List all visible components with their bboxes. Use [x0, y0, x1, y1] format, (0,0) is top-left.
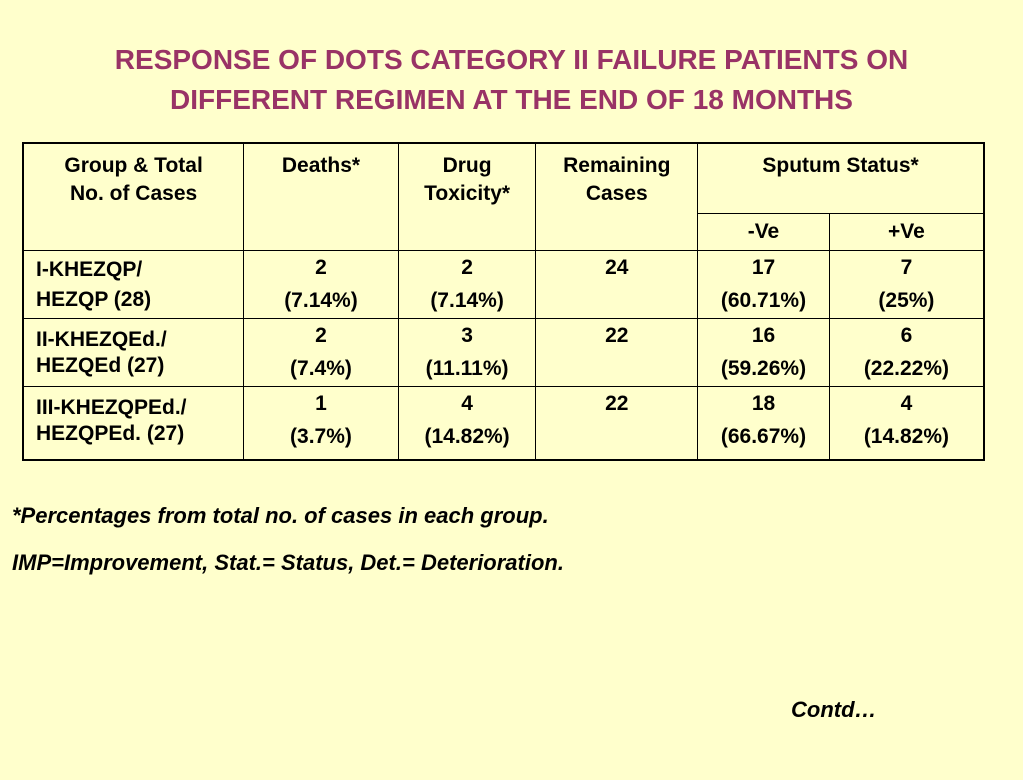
positive-cell: 6 (22.22%): [828, 317, 985, 387]
header-sputum-status: Sputum Status*: [697, 142, 985, 214]
header-remaining-cases: Remaining Cases: [535, 142, 699, 251]
toxicity-cell: 2 (7.14%): [397, 249, 537, 319]
header-negative: -Ve: [697, 212, 830, 251]
positive-cell: 4 (14.82%): [828, 385, 985, 461]
negative-cell: 16 (59.26%): [697, 317, 830, 387]
group-cell: III-KHEZQPEd./ HEZQPEd. (27): [22, 385, 245, 461]
positive-cell: 7 (25%): [828, 249, 985, 319]
header-drug-toxicity: Drug Toxicity*: [397, 142, 537, 251]
table-row: II-KHEZQEd./ HEZQEd (27) 2 (7.4%) 3 (11.…: [22, 317, 985, 387]
toxicity-cell: 4 (14.82%): [397, 385, 537, 461]
header-deaths: Deaths*: [243, 142, 399, 251]
table-row: III-KHEZQPEd./ HEZQPEd. (27) 1 (3.7%) 4 …: [22, 385, 985, 461]
deaths-cell: 2 (7.14%): [243, 249, 399, 319]
subheader-row: -Ve +Ve: [23, 212, 985, 251]
remaining-cell: 22: [535, 385, 699, 461]
group-cell: I-KHEZQP/ HEZQP (28): [22, 249, 245, 319]
deaths-cell: 1 (3.7%): [243, 385, 399, 461]
negative-cell: 18 (66.67%): [697, 385, 830, 461]
deaths-cell: 2 (7.4%): [243, 317, 399, 387]
toxicity-cell: 3 (11.11%): [397, 317, 537, 387]
header-row: Group & Total No. of Cases Deaths* Drug …: [22, 142, 985, 251]
page-title: RESPONSE OF DOTS CATEGORY II FAILURE PAT…: [0, 40, 1023, 120]
title-line-2: DIFFERENT REGIMEN AT THE END OF 18 MONTH…: [170, 84, 853, 115]
percentage-footnote: *Percentages from total no. of cases in …: [12, 503, 549, 528]
negative-cell: 17 (60.71%): [697, 249, 830, 319]
header-positive: +Ve: [828, 212, 985, 251]
group-cell: II-KHEZQEd./ HEZQEd (27): [22, 317, 245, 387]
remaining-cell: 24: [535, 249, 699, 319]
results-table: Group & Total No. of Cases Deaths* Drug …: [22, 142, 985, 461]
continued-label: Contd…: [791, 697, 877, 722]
header-group: Group & Total No. of Cases: [22, 142, 245, 251]
remaining-cell: 22: [535, 317, 699, 387]
abbreviation-footnote: IMP=Improvement, Stat.= Status, Det.= De…: [12, 550, 564, 575]
title-line-1: RESPONSE OF DOTS CATEGORY II FAILURE PAT…: [114, 44, 909, 75]
table-row: I-KHEZQP/ HEZQP (28) 2 (7.14%) 2 (7.14%)…: [22, 249, 985, 319]
